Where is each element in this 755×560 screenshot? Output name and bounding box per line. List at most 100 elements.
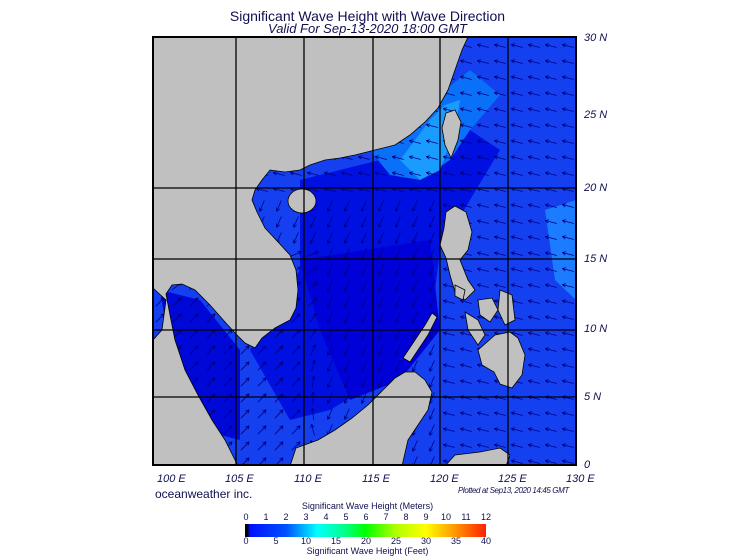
wave-arrow [544, 235, 557, 240]
wave-arrow [527, 427, 540, 432]
wave-arrow [544, 283, 557, 288]
wave-arrow [223, 377, 233, 387]
land-samar [497, 289, 516, 326]
wave-arrow [257, 425, 267, 435]
wave-arrow [544, 315, 557, 320]
wave-arrow [257, 361, 267, 371]
wave-arrow [240, 345, 250, 355]
wave-arrow [378, 360, 384, 372]
wave-arrow [412, 232, 418, 244]
wave-arrow [429, 376, 435, 388]
wave-arrow [527, 155, 540, 160]
wave-arrow [459, 139, 472, 144]
wave-arrow [274, 409, 284, 419]
wave-arrow [527, 107, 540, 112]
wave-arrow [291, 313, 301, 323]
wave-arrow [527, 347, 540, 352]
wave-arrow [527, 139, 540, 144]
wave-arrow [510, 203, 523, 208]
wave-arrow [442, 155, 455, 160]
wave-arrow [311, 359, 316, 372]
wave-arrow [378, 200, 384, 212]
legend-meters-title: Significant Wave Height (Meters) [301, 501, 434, 511]
land-taiwan [441, 109, 462, 160]
lat-label: 0 [584, 459, 591, 471]
wave-arrow [544, 443, 557, 448]
wave-arrow [459, 171, 472, 176]
wave-arrow [510, 219, 523, 224]
wave-arrow [527, 267, 540, 272]
wave-arrow [289, 171, 302, 176]
wave-arrow [476, 203, 489, 208]
wave-arrow [561, 171, 574, 176]
wave-arrow [257, 345, 267, 355]
wave-arrow [344, 312, 350, 324]
plotted-timestamp: Plotted at Sep13, 2020 14:45 GMT [458, 486, 569, 495]
wave-arrow [442, 283, 455, 288]
wave-arrow [412, 440, 418, 452]
wave-arrow [291, 361, 301, 371]
wave-arrow [206, 377, 216, 387]
wave-arrow [544, 267, 557, 272]
wave-arrow [510, 283, 523, 288]
wave-arrow [408, 139, 421, 144]
wave-arrow [344, 376, 350, 388]
wave-arrow [527, 75, 540, 80]
wave-arrow [340, 171, 353, 176]
wave-arrow [206, 313, 216, 323]
legend-feet-tick: 35 [450, 536, 462, 546]
wave-arrow [206, 345, 216, 355]
wave-arrow [327, 264, 333, 276]
wave-arrow [374, 155, 387, 160]
wave-arrow [476, 427, 489, 432]
wave-arrow [442, 331, 455, 336]
wave-arrow [510, 59, 523, 64]
wave-arrow [544, 331, 557, 336]
wave-arrow [310, 391, 316, 405]
wave-arrow [544, 43, 557, 48]
wave-arrow [412, 216, 418, 228]
wave-arrow [408, 155, 421, 160]
legend-meters-tick: 5 [343, 512, 349, 522]
wave-arrow [544, 379, 557, 384]
legend-feet-tick: 40 [480, 536, 492, 546]
lon-label: 130 E [566, 473, 595, 485]
wave-arrow [378, 280, 384, 292]
wave-arrow [510, 139, 523, 144]
wave-arrow [361, 296, 367, 308]
wave-arrow [323, 171, 336, 176]
legend-meters-tick: 0 [243, 512, 249, 522]
wave-arrow [493, 267, 506, 272]
wave-arrow [310, 216, 316, 228]
wave-arrow [429, 424, 435, 436]
wave-arrow [476, 283, 489, 288]
wave-arrow [257, 377, 267, 387]
wave-arrow [327, 408, 333, 420]
wave-arrow [189, 345, 199, 355]
land-borneo [289, 371, 433, 465]
wave-arrow [425, 155, 438, 160]
lat-label: 5 N [584, 391, 602, 403]
wave-arrow [561, 75, 574, 80]
land-mindanao [477, 331, 526, 389]
wave-arrow [510, 459, 523, 464]
wave-arrow [527, 203, 540, 208]
wave-arrow [561, 443, 574, 448]
wave-arrow [395, 344, 401, 356]
wave-arrow [344, 360, 350, 372]
wave-arrow [425, 123, 438, 128]
lat-label: 30 N [584, 32, 608, 44]
legend-feet-tick: 0 [243, 536, 249, 546]
wave-arrow [561, 251, 574, 256]
wave-arrow [476, 155, 489, 160]
wave-arrow [374, 171, 387, 176]
lat-label: 10 N [584, 323, 608, 335]
wave-arrow [527, 331, 540, 336]
wave-arrow [476, 251, 489, 256]
wave-arrow [459, 331, 472, 336]
wave-arrow [544, 139, 557, 144]
gulf-low-area [160, 290, 240, 440]
wave-arrow [459, 443, 472, 448]
wave-arrow [395, 280, 401, 292]
wave-arrow [327, 296, 333, 308]
